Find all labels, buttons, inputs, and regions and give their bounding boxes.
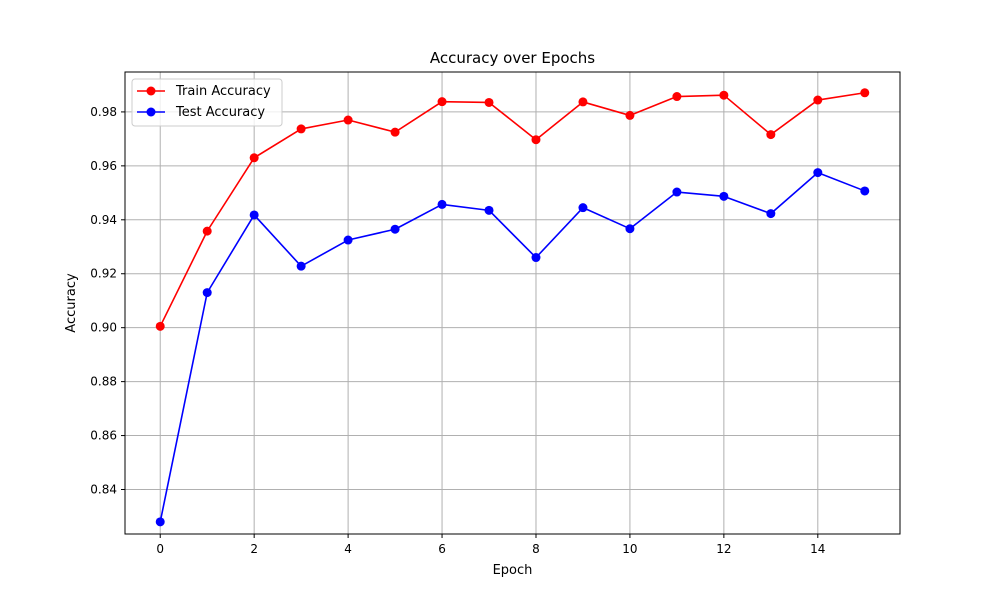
- y-tick-label: 0.90: [90, 321, 117, 335]
- x-axis-label: Epoch: [493, 563, 533, 578]
- data-point-train-accuracy: [484, 97, 494, 107]
- data-point-test-accuracy: [202, 288, 212, 298]
- x-tick-label: 4: [344, 542, 352, 556]
- x-tick-label: 10: [622, 542, 637, 556]
- data-point-test-accuracy: [390, 224, 400, 234]
- y-tick-label: 0.94: [90, 213, 117, 227]
- x-tick-label: 14: [810, 542, 825, 556]
- x-tick-label: 0: [156, 542, 164, 556]
- data-point-test-accuracy: [296, 261, 306, 271]
- series-train-accuracy: [155, 88, 870, 331]
- series-line-test-accuracy: [159, 171, 866, 523]
- data-point-train-accuracy: [296, 124, 306, 134]
- data-point-test-accuracy: [343, 235, 353, 245]
- series-group: [155, 88, 870, 527]
- y-tick-label: 0.84: [90, 482, 117, 496]
- data-point-test-accuracy: [155, 517, 165, 527]
- y-tick-label: 0.96: [90, 159, 117, 173]
- y-axis-label: Accuracy: [64, 273, 79, 333]
- data-point-test-accuracy: [531, 253, 541, 263]
- legend-train-marker: [146, 86, 156, 96]
- data-point-train-accuracy: [390, 127, 400, 137]
- plot-area-frame: [124, 71, 901, 535]
- legend-train-label: Train Accuracy: [175, 84, 271, 99]
- grid: [125, 72, 900, 534]
- data-point-train-accuracy: [625, 110, 635, 120]
- data-point-test-accuracy: [437, 199, 447, 209]
- y-tick-label: 0.98: [90, 105, 117, 119]
- data-point-test-accuracy: [813, 168, 823, 178]
- chart-title: Accuracy over Epochs: [430, 49, 595, 67]
- data-point-train-accuracy: [672, 92, 682, 102]
- series-test-accuracy: [155, 168, 870, 527]
- series-line-train-accuracy: [159, 91, 865, 327]
- y-tick-label: 0.88: [90, 375, 117, 389]
- data-point-train-accuracy: [437, 97, 447, 107]
- data-point-test-accuracy: [484, 205, 494, 215]
- data-point-test-accuracy: [625, 224, 635, 234]
- data-point-train-accuracy: [860, 88, 870, 98]
- data-point-train-accuracy: [813, 95, 823, 105]
- data-point-train-accuracy: [766, 130, 776, 140]
- legend-box: [131, 78, 283, 127]
- data-point-train-accuracy: [202, 226, 212, 236]
- legend: Train Accuracy Test Accuracy: [131, 78, 283, 127]
- x-tick-label: 12: [716, 542, 731, 556]
- data-point-train-accuracy: [531, 135, 541, 145]
- x-tick-label: 2: [250, 542, 258, 556]
- data-point-test-accuracy: [860, 186, 870, 196]
- data-point-test-accuracy: [249, 210, 259, 220]
- data-point-train-accuracy: [155, 321, 165, 331]
- x-tick-label: 8: [532, 542, 540, 556]
- data-point-test-accuracy: [578, 203, 588, 213]
- data-point-test-accuracy: [672, 187, 682, 197]
- data-point-test-accuracy: [766, 209, 776, 219]
- y-tick-label: 0.86: [90, 429, 117, 443]
- data-point-train-accuracy: [343, 115, 353, 125]
- x-tick-label: 6: [438, 542, 446, 556]
- data-point-train-accuracy: [578, 97, 588, 107]
- data-point-train-accuracy: [249, 153, 259, 163]
- axis-ticks: 0 2 4 6 8 10 12 14 0.84 0.86 0.88 0.90 0.92 0.94 0.96 0…: [90, 105, 825, 556]
- data-point-test-accuracy: [719, 191, 729, 201]
- legend-test-label: Test Accuracy: [175, 105, 265, 120]
- y-tick-label: 0.92: [90, 267, 117, 281]
- legend-test-marker: [146, 107, 156, 117]
- data-point-train-accuracy: [719, 90, 729, 100]
